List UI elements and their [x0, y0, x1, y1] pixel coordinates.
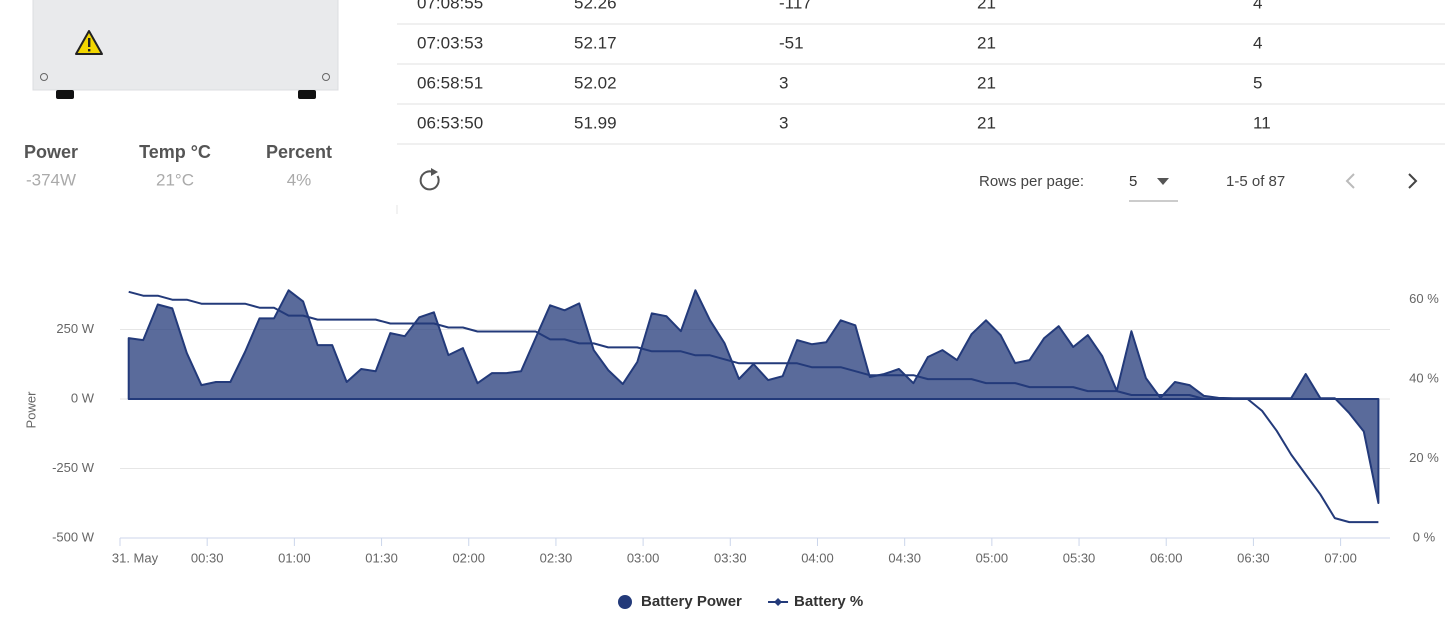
- x-tick-label: 03:00: [627, 550, 660, 565]
- x-tick-label: 06:30: [1237, 550, 1270, 565]
- x-tick-label: 05:00: [976, 550, 1009, 565]
- legend-label: Battery Power: [641, 593, 742, 610]
- x-tick-label: 31. May: [112, 550, 159, 565]
- legend-item[interactable]: Battery Power: [618, 593, 742, 610]
- table-cell: -117: [779, 0, 812, 12]
- table-cell: 21: [977, 73, 996, 92]
- y-tick-label: -500 W: [52, 529, 95, 544]
- table-cell: 21: [977, 0, 996, 12]
- legend-symbol: [618, 595, 632, 609]
- table-cell: 3: [779, 113, 788, 132]
- y-tick-label: 0 W: [71, 390, 95, 405]
- x-tick-label: 06:00: [1150, 550, 1183, 565]
- legend-symbol: [774, 598, 783, 606]
- prev-page[interactable]: [1345, 173, 1355, 189]
- table-cell: 06:58:51: [417, 73, 483, 92]
- y2-tick-label: 40 %: [1409, 371, 1439, 386]
- table-cell: 4: [1253, 33, 1262, 52]
- stat-label: Percent: [266, 142, 332, 162]
- table-cell: 4: [1253, 0, 1262, 12]
- table: 07:08:55 52.26 -117 21 4 07:03:53 52.17 -51 21 4 0…: [397, 0, 1445, 145]
- page-range: 1-5 of 87: [1226, 173, 1285, 190]
- legend-label: Battery %: [794, 593, 863, 610]
- stat-value: 4%: [287, 170, 312, 189]
- table-cell: 07:08:55: [417, 0, 483, 12]
- area: [127, 289, 1380, 504]
- x-tick-label: 00:30: [191, 550, 224, 565]
- table-cell: 51.99: [574, 113, 617, 132]
- table-cell: 07:03:53: [417, 33, 483, 52]
- y-tick-label: -250 W: [52, 460, 95, 475]
- y2-tick-label: 60 %: [1409, 291, 1439, 306]
- device-image: [32, 0, 339, 99]
- stat-label: Power: [24, 142, 78, 162]
- refresh-button[interactable]: [419, 168, 440, 191]
- line: [128, 290, 1379, 524]
- x-tick-label: 05:30: [1063, 550, 1096, 565]
- x-tick-label: 02:00: [452, 550, 485, 565]
- table-cell: 06:53:50: [417, 113, 483, 132]
- table-cell: 21: [977, 113, 996, 132]
- rows-per-page-select[interactable]: 5: [1129, 173, 1178, 202]
- y-axis-title: Power: [23, 391, 38, 429]
- x-tick-label: 04:00: [801, 550, 834, 565]
- table-cell: 5: [1253, 73, 1262, 92]
- y-tick-label: 250 W: [56, 321, 94, 336]
- table-cell: -51: [779, 33, 804, 52]
- table-cell: 3: [779, 73, 788, 92]
- rows-per-page-value: 5: [1129, 173, 1137, 190]
- x-tick-label: 01:00: [278, 550, 311, 565]
- next-page[interactable]: [1408, 173, 1418, 189]
- rows-per-page-label: Rows per page:: [979, 173, 1084, 190]
- table-cell: 52.26: [574, 0, 617, 12]
- stat-value: -374W: [26, 170, 76, 189]
- legend-item[interactable]: Battery %: [768, 593, 863, 610]
- table-cell: 52.02: [574, 73, 617, 92]
- x-tick-label: 03:30: [714, 550, 747, 565]
- table-cell: 11: [1253, 113, 1271, 132]
- table-card: [397, 0, 1445, 214]
- x-tick-label: 02:30: [540, 550, 573, 565]
- table-cell: 52.17: [574, 33, 617, 52]
- y2-tick-label: 20 %: [1409, 450, 1439, 465]
- chart: -500 W -250 W 0 W 250 W 0 % 20 % 40 % 60 % 31. M…: [52, 289, 1439, 610]
- device-stats: Power -374W Temp °C 21°C Percent 4%: [24, 142, 332, 190]
- x-tick-label: 07:00: [1324, 550, 1357, 565]
- stat-label: Temp °C: [139, 142, 211, 162]
- y2-tick-label: 0 %: [1413, 529, 1436, 544]
- x-tick-label: 01:30: [365, 550, 398, 565]
- x-tick-label: 04:30: [888, 550, 921, 565]
- stat-value: 21°C: [156, 170, 194, 189]
- table-cell: 21: [977, 33, 996, 52]
